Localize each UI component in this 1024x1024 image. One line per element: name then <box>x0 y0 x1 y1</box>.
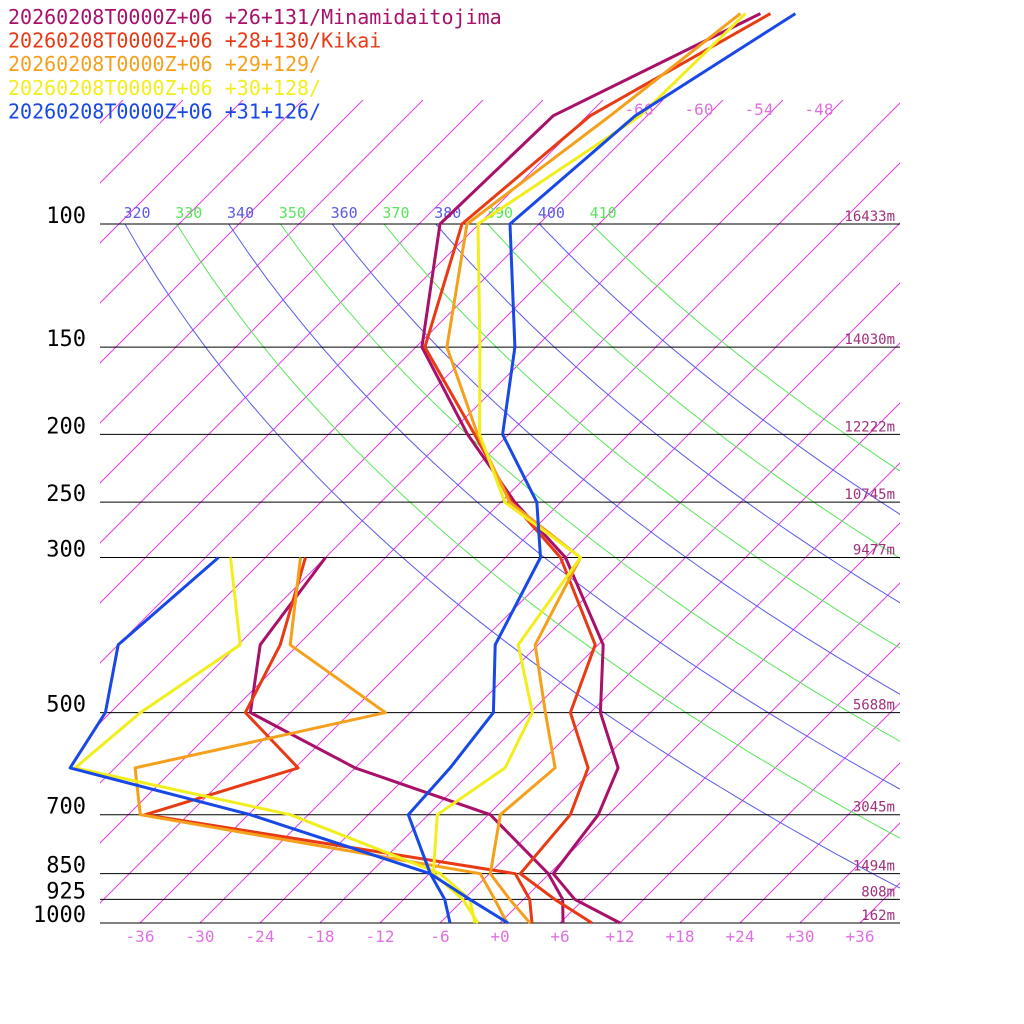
isotherm <box>100 100 304 304</box>
theta-label: 350 <box>279 204 306 222</box>
y-tick-label: 100 <box>46 204 86 229</box>
isotherm <box>100 100 724 724</box>
isotherm <box>739 762 900 923</box>
height-label: 10745m <box>844 487 895 503</box>
adiabat <box>228 224 900 790</box>
y-tick-label: 1000 <box>33 903 86 928</box>
isotherm <box>439 462 900 923</box>
theta-label: 320 <box>123 204 150 222</box>
isotherm-label: -54 <box>745 100 774 119</box>
legend-entry: 20260208T0000Z+06 +31+126/ <box>8 99 321 123</box>
height-label: 12222m <box>844 419 895 435</box>
legend-entry: 20260208T0000Z+06 +26+131/Minamidaitojim… <box>8 5 502 29</box>
height-label: 3045m <box>853 800 895 816</box>
isotherm <box>259 282 900 923</box>
isotherm <box>100 100 664 664</box>
isotherm <box>100 100 184 184</box>
adiabat <box>176 224 900 839</box>
x-tick-label: -18 <box>306 927 335 946</box>
isotherm <box>319 342 900 923</box>
theta-label: 410 <box>590 204 617 222</box>
legend-entry: 20260208T0000Z+06 +30+128/ <box>8 76 321 100</box>
adiabat <box>590 224 900 472</box>
y-tick-label: 250 <box>46 482 86 507</box>
y-tick-label: 300 <box>46 538 86 563</box>
x-tick-label: -6 <box>430 927 449 946</box>
isotherm <box>100 100 364 364</box>
isotherm <box>679 702 900 923</box>
adiabat <box>279 224 900 742</box>
isotherm <box>100 102 900 904</box>
theta-label: 390 <box>486 204 513 222</box>
isotherm <box>100 100 424 424</box>
isotherm <box>100 100 544 544</box>
height-label: 5688m <box>853 698 895 714</box>
adiabat <box>124 224 900 889</box>
isotherm <box>100 100 844 844</box>
dewpoint-line <box>248 556 565 924</box>
height-label: 9477m <box>853 543 895 559</box>
x-tick-label: -36 <box>126 927 155 946</box>
isotherm-label: -66 <box>625 100 654 119</box>
x-tick-label: +24 <box>726 927 755 946</box>
dewpoint-line <box>133 557 509 924</box>
temperature-line <box>420 12 762 925</box>
height-label: 1494m <box>853 859 895 875</box>
y-tick-label: 850 <box>46 854 86 879</box>
y-tick-label: 700 <box>46 795 86 820</box>
temperature-line <box>431 12 747 924</box>
isotherm <box>100 100 784 784</box>
height-label: 16433m <box>844 209 895 225</box>
legend-entry: 20260208T0000Z+06 +28+130/Kikai <box>8 29 381 53</box>
dewpoint-line <box>68 556 452 924</box>
x-tick-label: +0 <box>490 927 509 946</box>
height-label: 808m <box>861 884 895 900</box>
isotherm <box>139 162 900 923</box>
theta-label: 400 <box>538 204 565 222</box>
y-tick-label: 150 <box>46 327 86 352</box>
isotherm <box>199 222 900 923</box>
isotherm <box>379 402 900 923</box>
x-tick-label: +12 <box>606 927 635 946</box>
theta-label: 370 <box>382 204 409 222</box>
temperature-line <box>423 12 772 925</box>
isotherm <box>920 100 1024 923</box>
x-tick-label: -24 <box>246 927 275 946</box>
x-tick-label: +30 <box>786 927 815 946</box>
theta-label: 360 <box>331 204 358 222</box>
height-label: 162m <box>861 908 895 924</box>
isotherm <box>100 100 484 484</box>
isotherm <box>0 100 3 923</box>
x-tick-label: +6 <box>550 927 569 946</box>
isotherm <box>559 582 900 923</box>
temperature-line <box>406 12 797 925</box>
y-tick-label: 200 <box>46 414 86 439</box>
x-tick-label: -30 <box>186 927 215 946</box>
isotherm-label: -48 <box>805 100 834 119</box>
dewpoint-line <box>143 557 534 924</box>
y-tick-label: 500 <box>46 693 86 718</box>
theta-label: 330 <box>175 204 202 222</box>
legend-entry: 20260208T0000Z+06 +29+129/ <box>8 52 321 76</box>
x-tick-label: -12 <box>366 927 395 946</box>
isotherm <box>799 822 900 923</box>
x-tick-label: +36 <box>846 927 875 946</box>
x-tick-label: +18 <box>666 927 695 946</box>
temperature-line <box>445 12 742 924</box>
isotherm <box>100 100 244 244</box>
isotherm <box>499 522 900 923</box>
height-label: 14030m <box>844 332 895 348</box>
y-tick-label: 925 <box>46 879 86 904</box>
isotherm-label: -60 <box>685 100 714 119</box>
isotherm <box>619 642 900 923</box>
theta-label: 340 <box>227 204 254 222</box>
